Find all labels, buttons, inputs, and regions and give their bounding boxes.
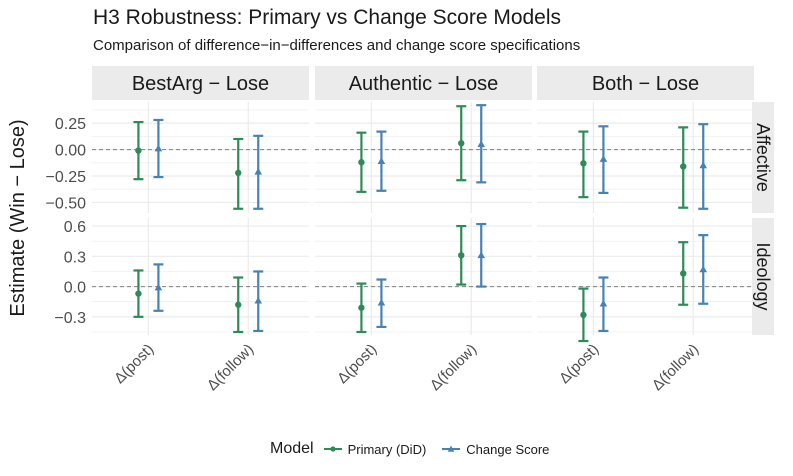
point-estimate-change-score bbox=[699, 265, 708, 273]
point-estimate-primary bbox=[680, 270, 687, 277]
legend-label-primary: Primary (DiD) bbox=[347, 441, 427, 457]
point-estimate-primary bbox=[680, 163, 687, 170]
point-estimate-change-score bbox=[154, 144, 163, 152]
column-strip-2 bbox=[537, 66, 754, 100]
chart-subtitle: Comparison of difference−in−differences … bbox=[93, 37, 581, 54]
x-tick-label: Δ(post) bbox=[334, 341, 380, 387]
point-estimate-primary bbox=[458, 140, 465, 147]
y-axis-label: Estimate (Win − Lose) bbox=[7, 119, 29, 316]
legend-key-change-score-icon bbox=[442, 445, 461, 452]
y-tick-label: −0.3 bbox=[54, 310, 86, 327]
x-tick-label: Δ(follow) bbox=[427, 341, 480, 394]
point-estimate-primary bbox=[580, 160, 587, 167]
y-tick-label: 0.00 bbox=[55, 143, 86, 160]
column-strip-1 bbox=[315, 66, 532, 100]
chart-title: H3 Robustness: Primary vs Change Score M… bbox=[93, 6, 562, 29]
y-tick-label: −0.50 bbox=[46, 195, 87, 212]
y-tick-label: 0.3 bbox=[64, 249, 86, 266]
point-estimate-primary bbox=[235, 301, 242, 308]
legend-title: Model bbox=[270, 440, 314, 457]
point-estimate-change-score bbox=[154, 283, 163, 291]
row-strip-0 bbox=[752, 102, 774, 213]
point-estimate-change-score bbox=[377, 298, 386, 306]
row-strip-label: Affective bbox=[753, 123, 773, 192]
point-estimate-change-score bbox=[377, 157, 386, 164]
x-tick-label: Δ(post) bbox=[111, 341, 157, 387]
x-tick-label: Δ(follow) bbox=[649, 341, 702, 394]
y-tick-label: 0.6 bbox=[64, 219, 86, 236]
point-estimate-change-score bbox=[599, 155, 608, 162]
point-estimate-change-score bbox=[477, 140, 486, 148]
point-estimate-change-score bbox=[477, 251, 486, 259]
point-estimate-primary bbox=[580, 311, 587, 319]
point-estimate-primary bbox=[135, 290, 142, 297]
point-estimate-primary bbox=[135, 147, 142, 154]
point-estimate-change-score bbox=[699, 161, 708, 169]
point-estimate-primary bbox=[358, 304, 365, 311]
point-estimate-change-score bbox=[254, 167, 263, 175]
column-strip-label: Authentic − Lose bbox=[349, 73, 499, 95]
point-estimate-change-score bbox=[599, 299, 608, 307]
point-estimate-primary bbox=[235, 169, 242, 177]
point-estimate-primary bbox=[358, 159, 365, 166]
y-tick-label: −0.25 bbox=[46, 169, 87, 186]
legend-key-primary-icon bbox=[323, 446, 342, 452]
y-tick-label: 0.0 bbox=[64, 280, 86, 297]
row-strip-label: Ideology bbox=[753, 242, 773, 310]
row-strip-1 bbox=[752, 218, 774, 335]
column-strip-label: BestArg − Lose bbox=[132, 73, 269, 95]
point-estimate-change-score bbox=[254, 296, 263, 304]
legend-label-change-score: Change Score bbox=[466, 441, 550, 457]
point-estimate-primary bbox=[458, 252, 465, 259]
column-strip-0 bbox=[92, 66, 309, 100]
legend: Model Primary (DiD) Change Score bbox=[270, 440, 563, 458]
column-strip-label: Both − Lose bbox=[592, 73, 699, 95]
x-tick-label: Δ(follow) bbox=[204, 341, 257, 394]
x-tick-label: Δ(post) bbox=[556, 341, 602, 387]
y-tick-label: 0.25 bbox=[55, 116, 86, 133]
